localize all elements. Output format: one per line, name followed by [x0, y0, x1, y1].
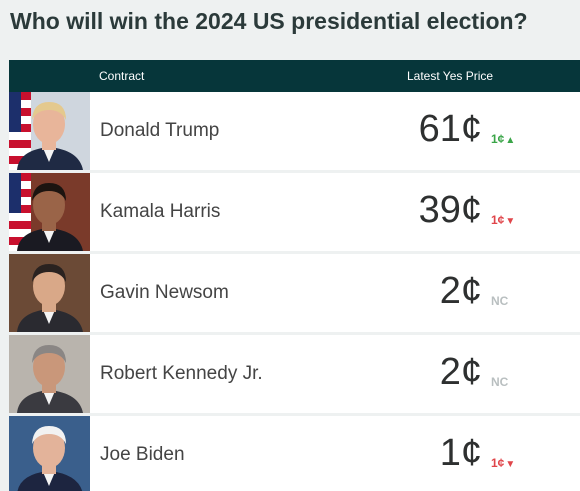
- arrow-down-icon: ▼: [505, 459, 516, 470]
- arrow-up-icon: ▲: [505, 135, 516, 146]
- candidate-portrait: [9, 335, 90, 413]
- price-change: NC: [491, 375, 508, 389]
- candidate-name[interactable]: Kamala Harris: [100, 201, 221, 222]
- contract-column-header: Contract: [99, 69, 145, 83]
- yes-price[interactable]: 61¢: [418, 108, 482, 150]
- candidate-name[interactable]: Robert Kennedy Jr.: [100, 363, 263, 384]
- table-row[interactable]: Donald Trump 61¢ 1¢▲: [9, 92, 580, 173]
- candidate-portrait: [9, 92, 90, 170]
- price-change-value: 1¢: [491, 456, 505, 470]
- price-change: 1¢▲: [491, 132, 515, 146]
- candidate-portrait: [9, 254, 90, 332]
- price-change: 1¢▼: [491, 213, 515, 227]
- price-change: 1¢▼: [491, 456, 515, 470]
- table-row[interactable]: Kamala Harris 39¢ 1¢▼: [9, 173, 580, 254]
- contracts-table: Contract Latest Yes Price Donald Trump 6…: [9, 60, 580, 491]
- yes-price[interactable]: 1¢: [439, 432, 482, 474]
- table-row[interactable]: Gavin Newsom 2¢ NC: [9, 254, 580, 335]
- yes-price[interactable]: 2¢: [439, 351, 482, 393]
- table-row[interactable]: Robert Kennedy Jr. 2¢ NC: [9, 335, 580, 416]
- candidate-portrait: [9, 173, 90, 251]
- candidate-portrait: [9, 416, 90, 491]
- candidate-name[interactable]: Joe Biden: [100, 444, 185, 465]
- price-change-value: 1¢: [491, 213, 505, 227]
- latest-yes-price-column-header: Latest Yes Price: [407, 69, 494, 83]
- candidate-name[interactable]: Donald Trump: [100, 120, 220, 141]
- candidate-name[interactable]: Gavin Newsom: [100, 282, 229, 303]
- table-header: Contract Latest Yes Price: [9, 60, 580, 92]
- price-change: NC: [491, 294, 508, 308]
- price-change-value: NC: [491, 294, 509, 308]
- yes-price[interactable]: 2¢: [439, 270, 482, 312]
- page-title: Who will win the 2024 US presidential el…: [10, 8, 528, 34]
- table-row[interactable]: Joe Biden 1¢ 1¢▼: [9, 416, 580, 491]
- price-change-value: NC: [491, 375, 509, 389]
- yes-price[interactable]: 39¢: [418, 189, 482, 231]
- price-change-value: 1¢: [491, 132, 505, 146]
- arrow-down-icon: ▼: [505, 216, 516, 227]
